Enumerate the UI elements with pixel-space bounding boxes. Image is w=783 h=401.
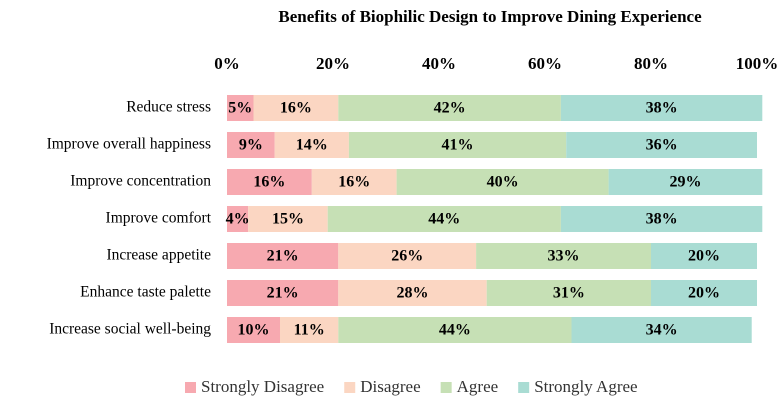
value-label: 38%	[646, 100, 678, 117]
value-label: 5%	[228, 100, 252, 117]
legend-label: Strongly Agree	[534, 377, 637, 396]
value-label: 38%	[646, 211, 678, 228]
value-label: 16%	[253, 174, 285, 191]
value-label: 21%	[267, 248, 299, 265]
x-tick-label: 20%	[316, 54, 350, 73]
bar-segment	[338, 280, 487, 306]
bar-segment	[227, 169, 312, 195]
value-label: 31%	[553, 285, 585, 302]
legend-swatch	[185, 382, 196, 393]
bar-segment	[338, 317, 572, 343]
bar-segment	[248, 206, 328, 232]
bar-segment	[227, 206, 249, 232]
category-label: Increase appetite	[106, 247, 211, 264]
category-label: Reduce stress	[126, 99, 211, 116]
legend-label: Strongly Disagree	[201, 377, 324, 396]
bar-segment	[651, 280, 757, 306]
bar-segment	[348, 132, 567, 158]
category-label: Improve comfort	[106, 210, 212, 227]
category-label: Improve overall happiness	[47, 136, 211, 153]
bar-segment	[338, 243, 477, 269]
legend-swatch	[344, 382, 356, 393]
legend-swatch	[440, 382, 452, 393]
bar-segment	[227, 280, 339, 306]
bar-segment	[274, 132, 349, 158]
bar-segment	[486, 280, 651, 306]
value-label: 42%	[434, 100, 466, 117]
bar-segment	[571, 317, 752, 343]
bar-segment	[327, 206, 561, 232]
value-label: 9%	[239, 137, 263, 154]
bar-segment	[227, 132, 275, 158]
bar-segment	[396, 169, 609, 195]
value-label: 4%	[226, 211, 250, 228]
value-label: 44%	[439, 322, 471, 339]
x-tick-label: 60%	[528, 54, 562, 73]
bar-segment	[227, 317, 280, 343]
x-tick-label: 40%	[422, 54, 456, 73]
bar-segment	[227, 95, 254, 121]
value-label: 26%	[391, 248, 423, 265]
x-tick-label: 0%	[214, 54, 240, 73]
bar-segment	[608, 169, 763, 195]
value-label: 33%	[548, 248, 580, 265]
bar-segment	[253, 95, 339, 121]
value-label: 44%	[428, 211, 460, 228]
value-label: 34%	[646, 322, 678, 339]
value-label: 11%	[294, 322, 325, 339]
category-label: Enhance taste palette	[80, 284, 211, 301]
bar-segment	[338, 95, 561, 121]
value-label: 20%	[688, 248, 720, 265]
bar-segment	[651, 243, 757, 269]
value-label: 41%	[442, 137, 474, 154]
x-tick-label: 80%	[634, 54, 668, 73]
legend-label: Agree	[457, 377, 499, 396]
value-label: 28%	[397, 285, 429, 302]
bar-segment	[476, 243, 651, 269]
bar-segment	[560, 95, 763, 121]
value-label: 16%	[338, 174, 370, 191]
x-tick-label: 100%	[736, 54, 779, 73]
category-label: Improve concentration	[70, 173, 211, 190]
bar-segment	[566, 132, 757, 158]
value-label: 36%	[646, 137, 678, 154]
bar-segment	[227, 243, 339, 269]
value-label: 40%	[487, 174, 519, 191]
value-label: 15%	[272, 211, 304, 228]
value-label: 14%	[296, 137, 328, 154]
legend-label: Disagree	[360, 377, 420, 396]
bar-segment	[311, 169, 397, 195]
bar-segment	[560, 206, 763, 232]
value-label: 16%	[280, 100, 312, 117]
chart-title: Benefits of Biophilic Design to Improve …	[278, 7, 702, 26]
legend-swatch	[518, 382, 530, 393]
bar-segment	[280, 317, 339, 343]
value-label: 10%	[238, 322, 270, 339]
value-label: 21%	[267, 285, 299, 302]
value-label: 20%	[688, 285, 720, 302]
category-label: Increase social well-being	[49, 321, 211, 338]
value-label: 29%	[669, 174, 701, 191]
